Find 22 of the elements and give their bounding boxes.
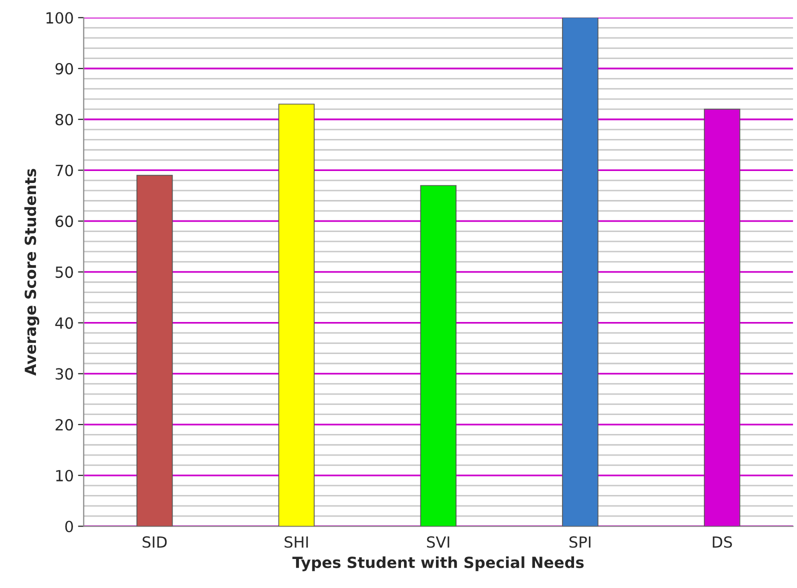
y-tick-label: 40	[55, 317, 73, 329]
bar	[562, 18, 598, 526]
bar	[420, 185, 457, 526]
x-tick-label: SID	[142, 536, 167, 548]
y-tick-label: 20	[56, 419, 73, 431]
y-tick-label: 90	[55, 62, 73, 75]
x-axis-title: Types Student with Special Needs	[292, 556, 584, 572]
bar	[136, 174, 173, 526]
y-tick-label: 10	[56, 470, 73, 482]
y-tick-label: 50	[56, 266, 73, 278]
x-tick-label: SVI	[427, 536, 450, 548]
y-tick-label: 0	[65, 520, 73, 532]
x-tick-label: SHI	[284, 536, 308, 548]
x-tick-label: DS	[712, 536, 732, 548]
y-axis-title: Average Score Students	[24, 168, 40, 376]
bar	[278, 104, 315, 526]
y-tick-label: 100	[46, 12, 73, 24]
y-tick-label: 70	[56, 164, 73, 176]
y-tick-label: 30	[56, 368, 73, 380]
y-tick-label: 80	[56, 114, 73, 126]
y-tick-label: 60	[56, 216, 73, 228]
x-tick-label: SPI	[570, 536, 590, 548]
